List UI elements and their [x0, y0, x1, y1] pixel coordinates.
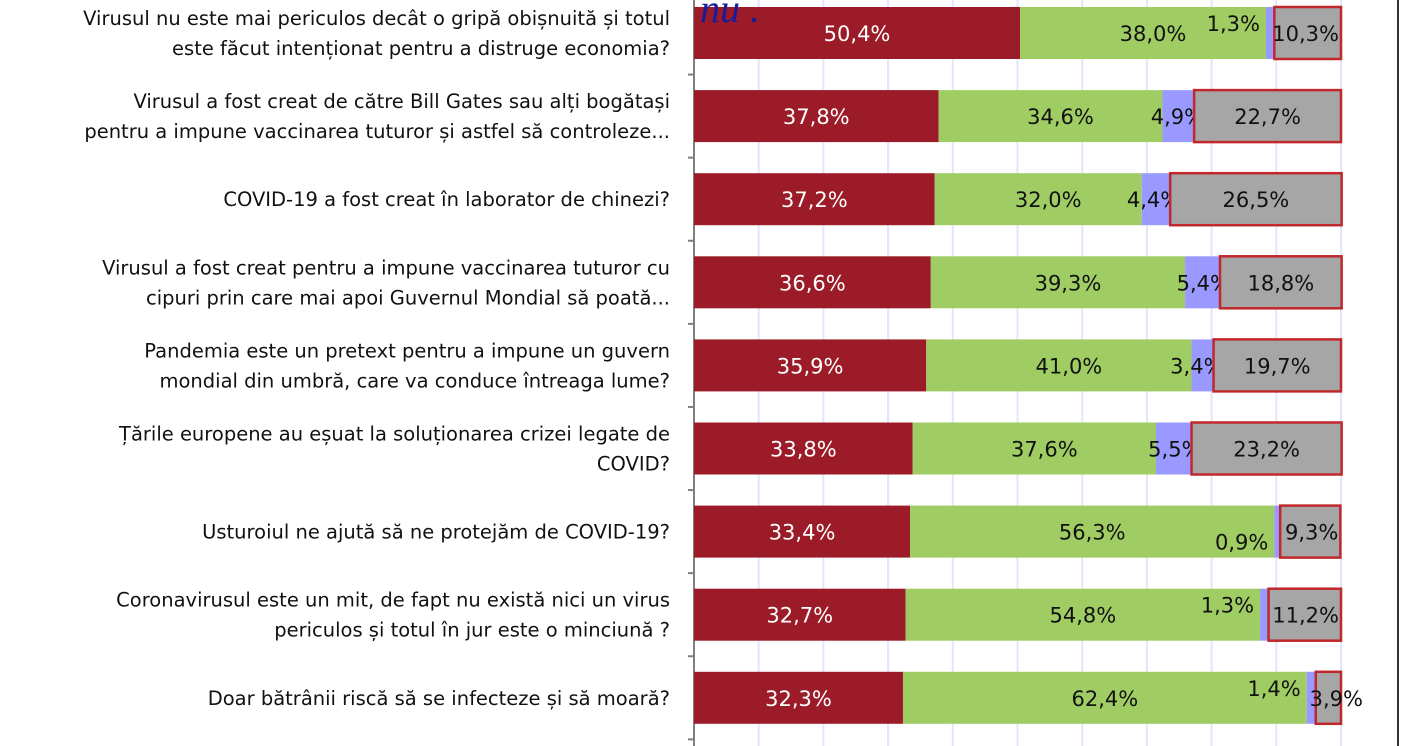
bar-segment-series3 [1185, 256, 1221, 309]
data-label: 36,6% [779, 271, 846, 295]
bar-segment-series2 [926, 339, 1192, 392]
bar-segment-series2 [905, 588, 1261, 641]
data-label: 9,3% [1285, 521, 1338, 545]
bar-segment-series3 [1141, 173, 1171, 226]
data-label: 37,6% [1011, 438, 1078, 462]
data-label: 26,5% [1223, 188, 1290, 212]
data-label: 38,0% [1120, 22, 1187, 46]
data-label: 18,8% [1247, 271, 1314, 295]
bar-segment-series4 [1192, 88, 1343, 144]
data-label: 32,3% [765, 687, 832, 711]
data-label: 37,8% [783, 105, 850, 129]
data-label: 10,3% [1272, 22, 1339, 46]
bar-segment-series2 [912, 422, 1156, 475]
data-label: 0,9% [1215, 531, 1268, 555]
category-label: Virusul nu este mai periculos decât o gr… [83, 7, 670, 60]
bar-segment-series1 [694, 339, 927, 392]
category-label: Țările europene au eșuat la soluționarea… [118, 423, 670, 476]
data-label: 35,9% [777, 354, 844, 378]
data-label: 56,3% [1059, 521, 1126, 545]
category-label: Pandemia este un pretext pentru a impune… [144, 339, 670, 392]
category-label: Coronavirusul este un mit, de fapt nu ex… [116, 589, 670, 642]
data-label: 3,9% [1310, 687, 1363, 711]
bar-segment-series1 [694, 90, 939, 143]
category-label: Virusul a fost creat de către Bill Gates… [84, 90, 670, 143]
data-label: 22,7% [1234, 105, 1301, 129]
bar-segment-series4 [1218, 255, 1343, 310]
bar-segment-series2 [902, 671, 1307, 724]
bar-segment-series4 [1190, 421, 1343, 476]
data-label: 62,4% [1071, 687, 1138, 711]
category-label: Virusul a fost creat pentru a impune vac… [102, 256, 670, 309]
data-label: 33,8% [770, 438, 837, 462]
category-label: Doar bătrânii riscă să se infecteze și s… [208, 687, 670, 710]
data-label: 32,7% [766, 604, 833, 628]
bar-segment-series4 [1314, 670, 1343, 726]
bar-segment-series4 [1267, 587, 1343, 642]
annotation-text: nu . [700, 0, 760, 31]
data-label: 1,4% [1247, 677, 1300, 701]
bar-segment-series4 [1212, 338, 1343, 393]
bar-segment-series2 [1020, 7, 1266, 59]
bar-segment-series4 [1168, 171, 1343, 227]
bar-segment-series3 [1265, 7, 1275, 59]
data-label: 41,0% [1036, 354, 1103, 378]
category-label: Usturoiul ne ajută să ne protejăm de COV… [202, 521, 670, 544]
bar-segment-series2 [934, 173, 1142, 226]
bar-segment-series1 [694, 505, 911, 558]
data-label: 1,3% [1207, 12, 1260, 36]
bar-segment-series1 [694, 173, 935, 226]
bar-segment-series4 [1278, 504, 1342, 559]
bar-segment-series1 [694, 7, 1021, 59]
data-label: 33,4% [769, 521, 836, 545]
bar-segment-series2 [910, 505, 1275, 558]
bar-segment-series1 [694, 588, 906, 641]
bar-segment-series1 [694, 671, 903, 724]
data-label: 50,4% [824, 22, 891, 46]
bar-segment-series3 [1162, 90, 1195, 143]
bar-segment-series3 [1306, 671, 1316, 724]
bar-segment-series3 [1191, 339, 1214, 392]
bar-segment-series3 [1274, 505, 1281, 558]
data-label: 19,7% [1244, 354, 1311, 378]
data-label: 11,2% [1272, 604, 1339, 628]
data-label: 32,0% [1015, 188, 1082, 212]
data-label: 54,8% [1049, 604, 1116, 628]
category-label: COVID-19 a fost creat în laborator de ch… [223, 188, 670, 211]
data-label: 37,2% [781, 188, 848, 212]
bar-segment-series1 [694, 256, 931, 309]
bar-segment-series2 [938, 90, 1163, 143]
data-label: 1,3% [1201, 594, 1254, 618]
bar-segment-series2 [930, 256, 1186, 309]
data-label: 39,3% [1035, 271, 1102, 295]
bar-segment-series3 [1260, 588, 1269, 641]
data-label: 23,2% [1233, 438, 1300, 462]
data-label: 34,6% [1027, 105, 1094, 129]
bar-segment-series4 [1273, 5, 1343, 61]
bar-segment-series1 [694, 422, 913, 475]
bar-segment-series3 [1155, 422, 1192, 475]
